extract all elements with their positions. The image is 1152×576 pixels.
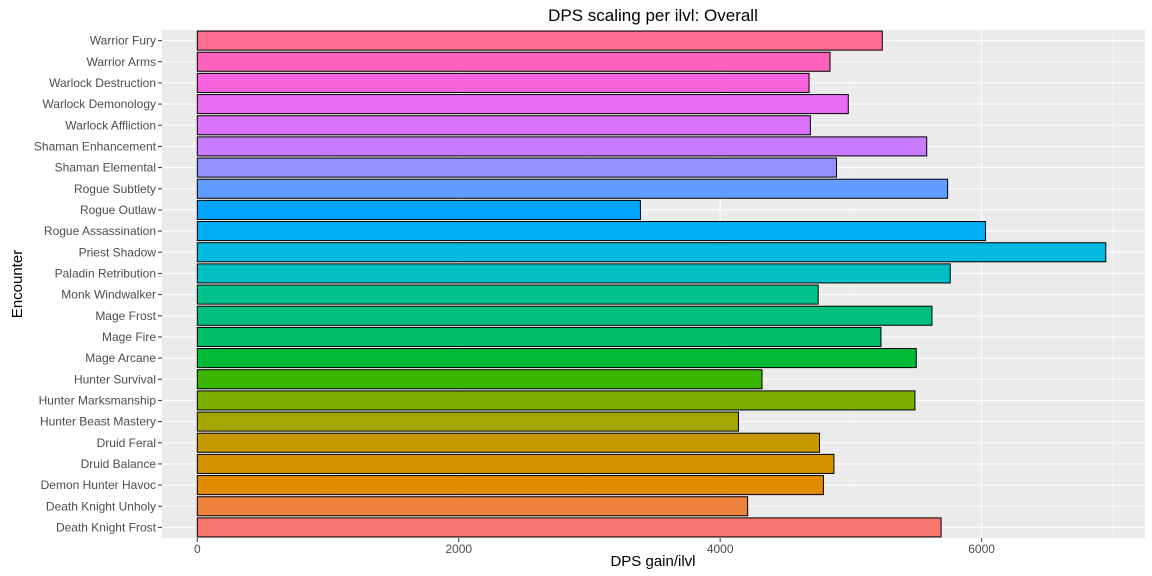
bar xyxy=(196,221,987,242)
bars xyxy=(196,30,1107,538)
y-tick-label: Warlock Affliction xyxy=(65,118,156,132)
y-tick-label: Mage Frost xyxy=(95,309,156,323)
bar xyxy=(196,326,882,347)
y-tick-label: Shaman Enhancement xyxy=(34,139,157,153)
bar xyxy=(196,263,951,284)
bar xyxy=(196,157,838,178)
y-tick-label: Paladin Retribution xyxy=(55,266,156,280)
bar xyxy=(196,369,763,390)
y-tick-label: Hunter Beast Mastery xyxy=(40,415,156,429)
y-tick-label: Druid Balance xyxy=(81,457,157,471)
y-tick-label: Death Knight Unholy xyxy=(46,499,156,513)
bar xyxy=(196,411,739,432)
y-tick-label: Mage Fire xyxy=(102,330,156,344)
bar xyxy=(196,115,811,136)
bar xyxy=(196,178,949,199)
chart-title: DPS scaling per ilvl: Overall xyxy=(548,6,758,25)
bar xyxy=(196,72,810,93)
x-tick-label: 2000 xyxy=(445,542,472,556)
x-tick-label: 0 xyxy=(194,542,201,556)
y-tick-label: Death Knight Frost xyxy=(56,520,157,534)
x-tick-label: 6000 xyxy=(968,542,995,556)
minor-gridlines xyxy=(327,30,1113,538)
bar xyxy=(196,30,883,51)
y-axis-title: Encounter xyxy=(9,250,26,318)
y-tick-label: Warlock Destruction xyxy=(49,76,156,90)
bar xyxy=(196,242,1107,263)
y-tick-label: Hunter Marksmanship xyxy=(39,393,157,407)
x-axis: 0 2000 4000 6000 xyxy=(194,538,995,556)
bar xyxy=(196,432,821,453)
y-tick-label: Shaman Elemental xyxy=(55,161,156,175)
y-tick-label: Demon Hunter Havoc xyxy=(41,478,156,492)
y-tick-label: Rogue Subtlety xyxy=(74,182,156,196)
bar xyxy=(196,51,831,72)
bar xyxy=(196,496,749,517)
x-tick-label: 4000 xyxy=(707,542,734,556)
y-tick-label: Hunter Survival xyxy=(74,372,156,386)
y-tick-label: Warrior Arms xyxy=(86,55,156,69)
y-tick-label: Mage Arcane xyxy=(85,351,156,365)
bar xyxy=(196,199,641,220)
bar xyxy=(196,94,849,115)
y-tick-label: Priest Shadow xyxy=(79,245,157,259)
y-tick-label: Druid Feral xyxy=(97,436,156,450)
bar xyxy=(196,390,916,411)
bar xyxy=(196,305,933,326)
bar xyxy=(196,453,835,474)
bar xyxy=(196,284,819,305)
y-tick-label: Warrior Fury xyxy=(90,34,156,48)
y-tick-label: Monk Windwalker xyxy=(61,288,156,302)
y-tick-label: Warlock Demonology xyxy=(42,97,156,111)
x-axis-title: DPS gain/ilvl xyxy=(610,553,695,570)
bar xyxy=(196,475,824,496)
bar xyxy=(196,136,928,157)
bar xyxy=(196,517,942,538)
bar xyxy=(196,348,917,369)
y-axis: Death Knight Frost Death Knight Unholy Dem… xyxy=(34,34,162,534)
y-tick-label: Rogue Assassination xyxy=(44,224,156,238)
y-tick-label: Rogue Outlaw xyxy=(80,203,156,217)
